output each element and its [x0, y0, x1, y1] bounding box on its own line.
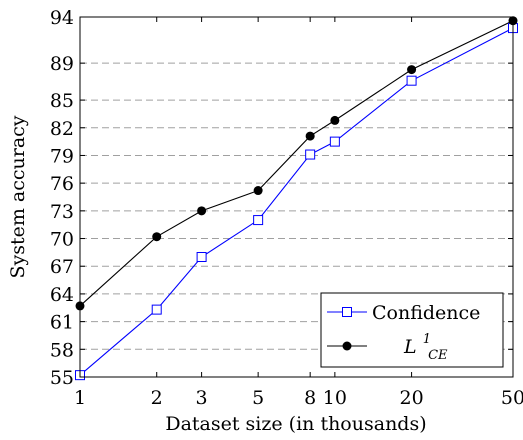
x-tick-label: 5: [252, 387, 264, 409]
y-tick-label: 55: [50, 367, 74, 389]
y-tick-label: 73: [50, 201, 74, 223]
series-line-0: [79, 27, 514, 376]
x-tick-label: 8: [304, 387, 316, 409]
data-point-lce: [407, 65, 417, 75]
y-tick-label: 89: [50, 53, 74, 75]
series-line-1: [79, 20, 514, 307]
gridlines: [80, 62, 513, 350]
data-point-confidence: [329, 136, 340, 147]
y-tick-labels: 55 58 61 64 67 70 73 76 79 82 85 89 94: [50, 7, 74, 389]
data-point-confidence: [305, 149, 316, 160]
x-axis-title: Dataset size (in thousands): [165, 413, 426, 435]
y-tick-label: 64: [50, 284, 74, 306]
y-tick-label: 61: [50, 312, 74, 334]
legend-marker-confidence: [342, 307, 352, 317]
x-tick-label: 1: [74, 387, 86, 409]
x-tick-label: 10: [323, 387, 347, 409]
y-tick-label: 79: [50, 145, 74, 167]
series-lines: [79, 20, 514, 376]
y-tick-label: 76: [50, 173, 74, 195]
legend-marker-lce: [342, 341, 352, 351]
y-tick-label: 58: [50, 339, 74, 361]
data-point-lce: [305, 131, 315, 141]
x-tick-labels: 1 2 3 5 8 10 20 50: [74, 387, 523, 409]
axis-ticks: [79, 16, 514, 378]
legend-label-confidence: Confidence: [372, 302, 480, 324]
y-axis-title: System accuracy: [7, 115, 29, 278]
legend-lce-main: L: [403, 336, 417, 358]
legend-box: [320, 292, 504, 368]
y-tick-label: 67: [50, 256, 74, 278]
data-point-lce: [197, 206, 207, 216]
y-tick-label: 70: [50, 229, 74, 251]
data-point-confidence: [406, 75, 417, 86]
data-point-lce: [330, 115, 340, 125]
data-point-lce: [152, 232, 162, 242]
plot-frame: [79, 16, 514, 378]
x-tick-label: 2: [151, 387, 163, 409]
data-point-confidence: [196, 252, 207, 262]
x-tick-label: 20: [399, 387, 423, 409]
legend: Confidence L 1 CE: [320, 292, 504, 368]
data-point-confidence: [151, 304, 162, 315]
y-tick-label: 94: [50, 7, 74, 29]
data-point-confidence: [253, 215, 264, 226]
data-point-lce: [253, 186, 263, 196]
legend-label-lce: L 1 CE: [403, 328, 448, 363]
legend-lce-sup: 1: [423, 332, 431, 347]
x-tick-label: 50: [501, 387, 523, 409]
legend-lce-sub: CE: [428, 348, 448, 363]
y-tick-label: 82: [50, 118, 74, 140]
x-tick-label: 3: [196, 387, 208, 409]
y-tick-label: 85: [50, 90, 74, 112]
